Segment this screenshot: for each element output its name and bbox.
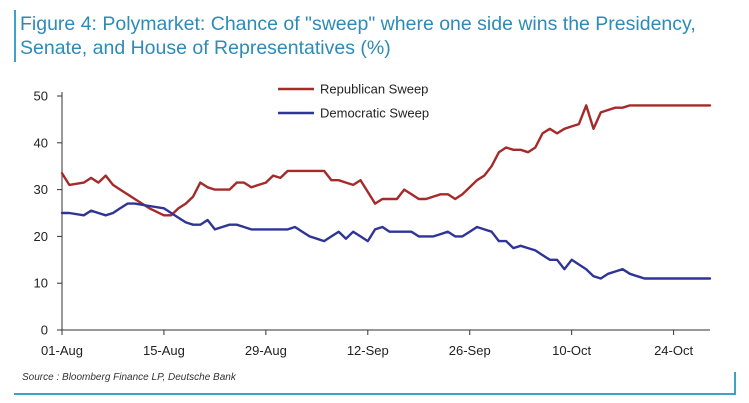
y-tick-label: 10 bbox=[34, 276, 48, 291]
x-tick-label: 26-Sep bbox=[449, 343, 491, 358]
right-accent-line bbox=[734, 372, 736, 395]
source-note: Source : Bloomberg Finance LP, Deutsche … bbox=[22, 372, 236, 383]
line-chart: 0 10 20 30 40 50 01-Aug 15-Aug 29-Aug 12-Sep 26-Se… bbox=[34, 82, 712, 358]
x-tick-label: 15-Aug bbox=[143, 343, 185, 358]
y-tick-label: 30 bbox=[34, 182, 48, 197]
x-tick-label: 01-Aug bbox=[41, 343, 83, 358]
x-tick-label: 10-Oct bbox=[552, 343, 591, 358]
y-tick-label: 40 bbox=[34, 135, 48, 150]
chart-title: Figure 4: Polymarket: Chance of "sweep" … bbox=[20, 13, 696, 59]
bottom-accent-line bbox=[14, 393, 736, 395]
series-line-democratic bbox=[60, 202, 712, 280]
x-tick-label: 12-Sep bbox=[347, 343, 389, 358]
y-tick-label: 50 bbox=[34, 89, 48, 104]
y-tick-label: 0 bbox=[41, 323, 48, 338]
x-tick-label: 24-Oct bbox=[654, 343, 693, 358]
x-tick-label: 29-Aug bbox=[245, 343, 287, 358]
y-tick-label: 20 bbox=[34, 229, 48, 244]
legend-label: Democratic Sweep bbox=[320, 106, 429, 121]
legend: Republican Sweep Democratic Sweep bbox=[278, 82, 429, 121]
series-line-republican bbox=[60, 104, 712, 217]
title-accent-bar bbox=[14, 10, 16, 62]
legend-label: Republican Sweep bbox=[320, 82, 428, 97]
series-layer bbox=[60, 104, 712, 280]
axes: 0 10 20 30 40 50 01-Aug 15-Aug 29-Aug 12-Sep 26-Se… bbox=[34, 89, 710, 358]
